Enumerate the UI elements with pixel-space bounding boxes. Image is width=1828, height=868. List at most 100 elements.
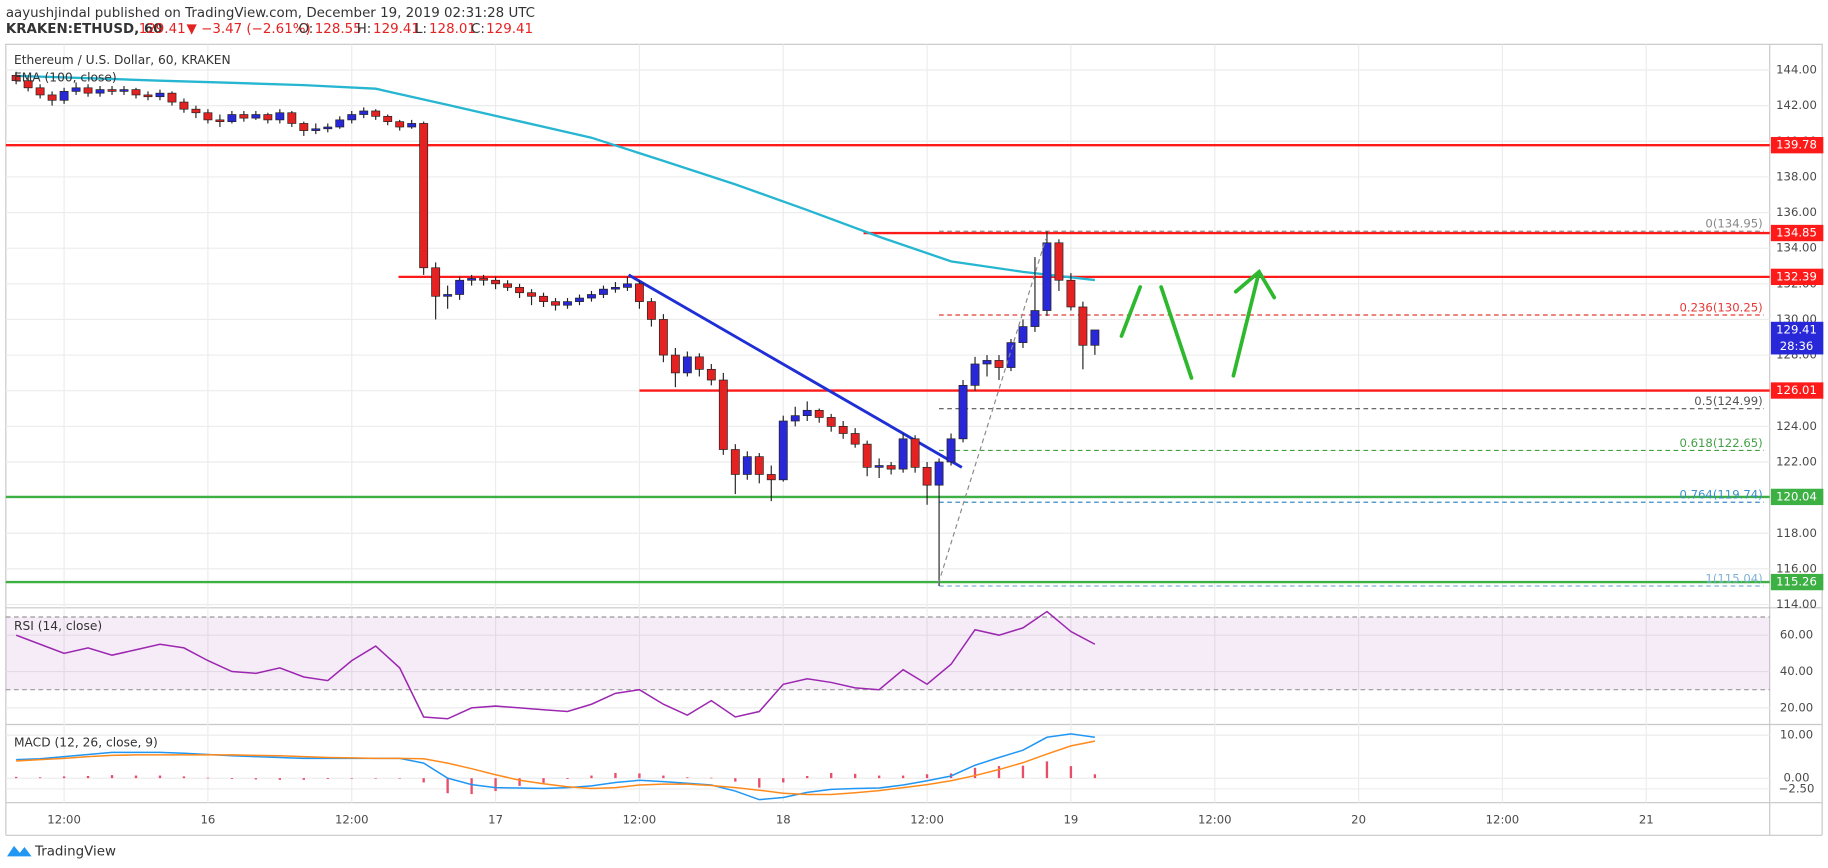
fib-label: 0.5(124.99): [1694, 394, 1762, 408]
candle-body: [1006, 342, 1016, 368]
candle-body: [623, 283, 632, 288]
macd-histogram-bar: [662, 775, 665, 779]
macd-line: [16, 740, 1096, 796]
macd-histogram-bar: [134, 775, 138, 779]
candle-body: [611, 287, 620, 290]
candle-body: [730, 449, 740, 475]
candle-body: [467, 278, 477, 281]
x-tick-label: 12:00: [1486, 813, 1520, 827]
macd-histogram-bar: [350, 778, 353, 779]
drawings: [937, 238, 1277, 584]
y-tick-label: 0.00: [1784, 771, 1810, 785]
x-tick-label: 19: [1063, 813, 1078, 827]
price-label: 120.04: [1776, 489, 1817, 503]
price: 129.41: [139, 22, 186, 37]
candle-body: [1066, 279, 1076, 308]
candle-body: [670, 354, 680, 374]
ohlc-value: 129.41: [373, 22, 420, 37]
fib-label: 0.764(119.74): [1679, 488, 1762, 502]
macd-histogram-bar: [997, 766, 1001, 779]
price-label: 115.26: [1776, 575, 1817, 589]
x-tick-label: 16: [200, 813, 215, 827]
candle-body: [970, 363, 980, 386]
x-tick-label: 21: [1639, 813, 1654, 827]
rsi-title: RSI (14, close): [14, 619, 102, 633]
x-tick-label: 12:00: [910, 813, 944, 827]
macd-histogram-bar: [182, 776, 186, 779]
macd-histogram-bar: [638, 773, 641, 779]
candle-body: [778, 420, 788, 481]
y-tick-label: 40.00: [1780, 664, 1813, 678]
candle-body: [886, 465, 896, 470]
candle-body: [299, 123, 309, 131]
macd-histogram-bar: [1021, 765, 1025, 779]
ema-line: [16, 74, 1096, 282]
candle-body: [443, 294, 453, 297]
candle-body: [263, 114, 273, 121]
candle-body: [551, 301, 560, 306]
candle-body: [862, 443, 872, 468]
candle-body: [359, 110, 369, 115]
candle-body: [874, 465, 884, 468]
chart-title: Ethereum / U.S. Dollar, 60, KRAKEN: [14, 53, 231, 67]
y-tick-label: −2.50: [1779, 781, 1815, 795]
candle-body: [634, 283, 644, 302]
candle-body: [718, 379, 728, 450]
price-label: 132.39: [1776, 269, 1817, 283]
price-label-bg: [1770, 224, 1824, 242]
y-tick-label: 136.00: [1776, 205, 1817, 219]
macd-histogram-bar: [398, 778, 401, 779]
candle-body: [658, 319, 668, 356]
x-tick-label: 12:00: [623, 813, 657, 827]
y-tick-label: 124.00: [1776, 419, 1817, 433]
candle-body: [694, 356, 704, 370]
candle-body: [706, 368, 716, 381]
arrow-stroke: [1159, 285, 1194, 380]
x-tick-label: 12:00: [1198, 813, 1232, 827]
candle-body: [407, 123, 417, 128]
y-tick-label: 60.00: [1780, 628, 1813, 642]
candle-body: [982, 360, 992, 365]
labels: Ethereum / U.S. Dollar, 60, KRAKEN EMA (…: [14, 53, 1824, 827]
x-tick-label: 18: [776, 813, 791, 827]
candle-body: [826, 417, 836, 427]
candle-body: [419, 123, 429, 269]
candle-body: [179, 101, 189, 110]
candle-body: [790, 415, 800, 422]
candle-body: [754, 456, 764, 475]
fib-label: 0.236(130.25): [1679, 300, 1762, 314]
macd-histogram-bar: [830, 772, 833, 779]
candle-body: [539, 295, 548, 302]
macd-histogram-bar: [686, 777, 689, 779]
macd-histogram-bar: [206, 777, 210, 779]
candle-body: [1054, 242, 1064, 281]
y-tick-label: 116.00: [1776, 561, 1817, 575]
countdown: 28:36: [1780, 339, 1814, 353]
footer: TradingView: [6, 845, 116, 860]
candle-body: [527, 292, 536, 297]
macd-histogram-bar: [542, 778, 545, 783]
fib-label: 0(134.95): [1705, 217, 1762, 231]
candle-body: [203, 112, 213, 121]
y-tick-label: 142.00: [1776, 98, 1817, 112]
candle-body: [934, 461, 944, 486]
macd-histogram-bar: [494, 778, 497, 792]
candle-body: [814, 409, 824, 418]
candle-body: [910, 438, 920, 468]
candle-body: [23, 80, 33, 89]
macd-histogram-bar: [278, 778, 281, 780]
candle-body: [563, 301, 572, 306]
candle-body: [1078, 306, 1088, 346]
macd-histogram-bar: [374, 778, 377, 779]
candle-body: [994, 360, 1004, 368]
candle-body: [395, 121, 405, 128]
candle-body: [1030, 310, 1040, 327]
candle-body: [107, 89, 117, 92]
trendline: [627, 273, 963, 469]
price-label: 139.78: [1776, 138, 1817, 152]
ohlc-value: 129.41: [486, 22, 533, 37]
candle-body: [431, 267, 441, 297]
macd-histogram-bar: [973, 767, 977, 779]
macd-histogram-bar: [62, 776, 66, 779]
